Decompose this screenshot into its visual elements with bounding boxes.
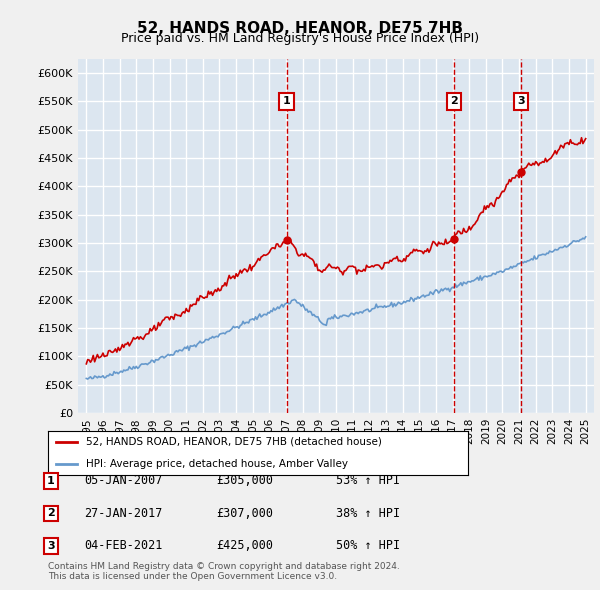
Text: Contains HM Land Registry data © Crown copyright and database right 2024.
This d: Contains HM Land Registry data © Crown c… bbox=[48, 562, 400, 581]
Text: 1: 1 bbox=[47, 476, 55, 486]
Text: £305,000: £305,000 bbox=[216, 474, 273, 487]
Text: Price paid vs. HM Land Registry's House Price Index (HPI): Price paid vs. HM Land Registry's House … bbox=[121, 32, 479, 45]
Text: HPI: Average price, detached house, Amber Valley: HPI: Average price, detached house, Ambe… bbox=[86, 459, 348, 469]
Text: 3: 3 bbox=[47, 541, 55, 550]
Text: 04-FEB-2021: 04-FEB-2021 bbox=[84, 539, 163, 552]
Text: 38% ↑ HPI: 38% ↑ HPI bbox=[336, 507, 400, 520]
Text: 2: 2 bbox=[47, 509, 55, 518]
Text: £425,000: £425,000 bbox=[216, 539, 273, 552]
Text: 53% ↑ HPI: 53% ↑ HPI bbox=[336, 474, 400, 487]
Text: 52, HANDS ROAD, HEANOR, DE75 7HB (detached house): 52, HANDS ROAD, HEANOR, DE75 7HB (detach… bbox=[86, 437, 382, 447]
Text: 05-JAN-2007: 05-JAN-2007 bbox=[84, 474, 163, 487]
Text: 2: 2 bbox=[450, 97, 458, 106]
Text: 50% ↑ HPI: 50% ↑ HPI bbox=[336, 539, 400, 552]
Text: £307,000: £307,000 bbox=[216, 507, 273, 520]
Text: 1: 1 bbox=[283, 97, 290, 106]
Text: 52, HANDS ROAD, HEANOR, DE75 7HB: 52, HANDS ROAD, HEANOR, DE75 7HB bbox=[137, 21, 463, 35]
Text: 3: 3 bbox=[517, 97, 524, 106]
Text: 27-JAN-2017: 27-JAN-2017 bbox=[84, 507, 163, 520]
